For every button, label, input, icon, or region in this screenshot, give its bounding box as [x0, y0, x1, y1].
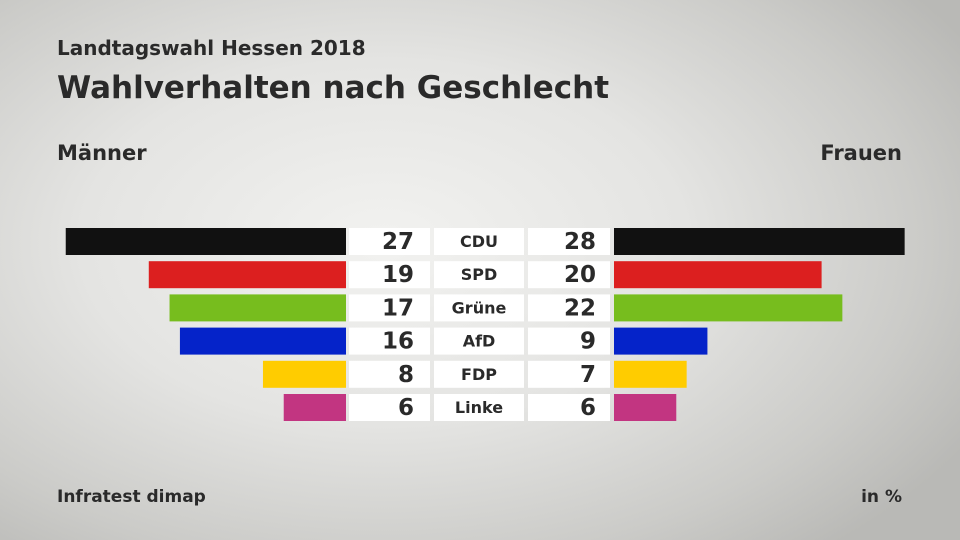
category-box: [434, 228, 524, 255]
value-label-right: 28: [564, 229, 596, 255]
category-label: CDU: [460, 232, 498, 251]
value-label-right: 9: [580, 329, 596, 355]
value-box-left: [349, 294, 430, 322]
value-label-right: 6: [580, 395, 596, 421]
value-box-left: [349, 394, 430, 421]
bar-left-afd: [179, 327, 346, 355]
left-series-label: Männer: [57, 141, 147, 165]
chart-subtitle: Landtagswahl Hessen 2018: [57, 36, 366, 60]
value-label-left: 19: [382, 262, 414, 288]
category-box: [434, 294, 524, 322]
value-box-right: [528, 394, 610, 421]
value-box-right: [528, 228, 610, 255]
bar-right-afd: [614, 327, 708, 355]
category-box: [434, 261, 524, 289]
category-label: SPD: [461, 265, 498, 284]
value-label-right: 22: [564, 295, 596, 321]
value-box-left: [349, 261, 430, 289]
value-box-right: [528, 294, 610, 322]
category-label: Linke: [455, 398, 503, 417]
bar-right-grüne: [614, 294, 843, 322]
category-box: [434, 360, 524, 388]
category-label: FDP: [461, 365, 497, 384]
value-box-left: [349, 228, 430, 255]
value-label-left: 8: [398, 362, 414, 388]
value-label-right: 7: [580, 362, 596, 388]
value-box-left: [349, 327, 430, 355]
value-label-left: 6: [398, 395, 414, 421]
category-label: AfD: [463, 332, 496, 351]
bar-left-cdu: [65, 228, 347, 255]
bar-right-cdu: [614, 228, 905, 255]
bar-left-grüne: [169, 294, 346, 322]
value-label-left: 17: [382, 295, 414, 321]
value-box-left: [349, 360, 430, 388]
bar-right-fdp: [614, 360, 687, 388]
unit-label: in %: [861, 487, 902, 507]
category-box: [434, 327, 524, 355]
value-label-left: 27: [382, 229, 414, 255]
bar-left-fdp: [262, 360, 346, 388]
bar-right-spd: [614, 261, 822, 289]
value-box-right: [528, 360, 610, 388]
value-box-right: [528, 261, 610, 289]
right-series-label: Frauen: [820, 141, 902, 165]
value-label-left: 16: [382, 329, 414, 355]
value-box-right: [528, 327, 610, 355]
chart-title: Wahlverhalten nach Geschlecht: [57, 70, 610, 106]
value-label-right: 20: [564, 262, 596, 288]
bar-right-linke: [614, 394, 677, 421]
bar-left-spd: [148, 261, 346, 289]
category-label: Grüne: [452, 298, 507, 317]
bar-left-linke: [283, 394, 346, 421]
category-box: [434, 394, 524, 421]
source-label: Infratest dimap: [57, 487, 206, 507]
